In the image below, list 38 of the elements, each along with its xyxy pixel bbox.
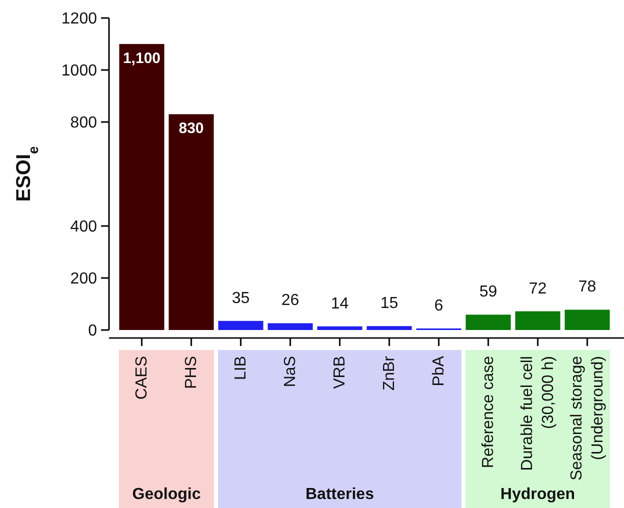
y-tick-label: 1000 [61, 62, 98, 80]
x-tick-label: Seasonal storage (Underground) [568, 356, 606, 481]
x-tick-label: PHS [182, 356, 200, 389]
y-tick-label: 200 [70, 270, 98, 288]
data-label: 15 [380, 295, 398, 312]
bar [466, 314, 511, 330]
bar [119, 44, 164, 330]
y-tick-label: 800 [70, 114, 98, 132]
data-label: 59 [479, 284, 498, 301]
y-tick-label: 1200 [61, 10, 98, 28]
data-label: 1,100 [122, 50, 161, 67]
x-tick-label: Reference case [480, 356, 497, 468]
bar [317, 326, 362, 330]
bar [168, 114, 214, 330]
y-tick-label: 0 [88, 322, 98, 340]
x-tick-label: ZnBr [380, 355, 398, 391]
bar [515, 311, 560, 330]
bar [268, 323, 313, 330]
x-tick-label: NaS [282, 356, 299, 388]
y-tick-label: 400 [70, 218, 98, 236]
data-label: 14 [330, 295, 349, 312]
bar [564, 310, 610, 330]
text: Geologic [132, 486, 201, 503]
data-label: 72 [528, 280, 547, 298]
data-label: 78 [578, 278, 596, 296]
text: Hydrogen [500, 486, 576, 503]
bar [218, 320, 264, 330]
data-label: 830 [178, 120, 204, 138]
data-label: 26 [281, 292, 300, 310]
data-label: 6 [434, 297, 444, 314]
x-tick-label: PbA [430, 356, 448, 386]
x-tick-label: VRB [331, 356, 348, 389]
data-label: 35 [232, 290, 250, 307]
x-tick-label: LIB [232, 356, 250, 380]
text: Batteries [306, 486, 374, 503]
x-tick-label: CAES [133, 356, 150, 400]
bar [366, 326, 412, 330]
x-tick-label: Durable fuel cell (30,000 h) [518, 356, 557, 471]
